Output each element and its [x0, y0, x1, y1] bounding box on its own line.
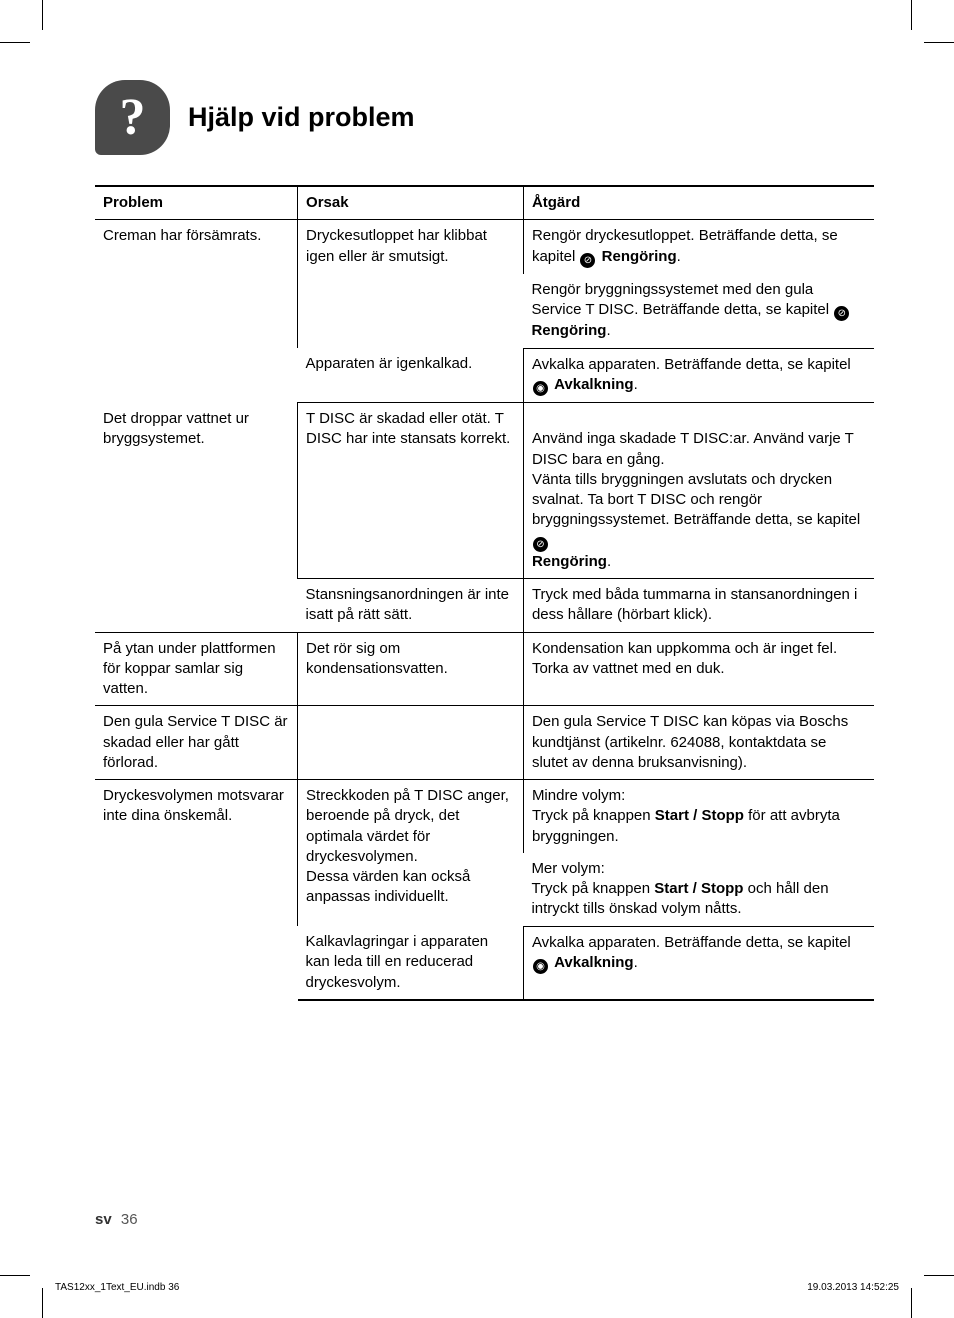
cell-action: Rengör dryckesutloppet. Beträffande dett… — [523, 220, 874, 274]
cell-cause: T DISC är skadad eller otät. T DISC har … — [298, 403, 524, 579]
cell-action: Rengör bryggningssystemet med den gula S… — [523, 274, 874, 348]
th-cause: Orsak — [298, 186, 524, 220]
cell-action: Kondensation kan uppkomma och är inget f… — [523, 632, 874, 706]
cell-action: Mer volym: Tryck på knappen Start / Stop… — [523, 853, 874, 926]
table-row: Dryckesvolymen motsvarar inte dina önske… — [95, 780, 874, 853]
table-row: Den gula Service T DISC är skadad eller … — [95, 706, 874, 780]
cell-cause: Dryckesutloppet har klibbat igen eller ä… — [298, 220, 524, 348]
question-icon: ? — [95, 80, 170, 155]
cell-action: Mindre volym: Tryck på knappen Start / S… — [523, 780, 874, 853]
cell-action: Avkalka apparaten. Beträffande detta, se… — [523, 926, 874, 1000]
descaling-icon: ◉ — [533, 959, 548, 974]
lang-code: sv — [95, 1211, 112, 1228]
table-row: På ytan under plattformen för koppar sam… — [95, 632, 874, 706]
cell-problem: På ytan under plattformen för koppar sam… — [95, 632, 298, 706]
cleaning-icon: ⊘ — [834, 306, 849, 321]
cell-cause — [298, 706, 524, 780]
cell-cause: Kalkavlagringar i apparaten kan leda til… — [298, 926, 524, 1000]
table-row: Creman har försämrats. Dryckesutloppet h… — [95, 220, 874, 274]
table-header-row: Problem Orsak Åtgärd — [95, 186, 874, 220]
cell-problem: Den gula Service T DISC är skadad eller … — [95, 706, 298, 780]
cell-cause: Stansningsanordningen är inte isatt på r… — [298, 579, 524, 633]
cell-action: Den gula Service T DISC kan köpas via Bo… — [523, 706, 874, 780]
table-row: Det droppar vattnet ur bryggsystemet. T … — [95, 403, 874, 579]
cell-action: Avkalka apparaten. Beträffande detta, se… — [523, 348, 874, 403]
cell-problem: Dryckesvolymen motsvarar inte dina önske… — [95, 780, 298, 1000]
cell-cause: Det rör sig om kondensationsvatten. — [298, 632, 524, 706]
cell-problem: Det droppar vattnet ur bryggsystemet. — [95, 403, 298, 633]
print-timestamp: 19.03.2013 14:52:25 — [807, 1282, 899, 1293]
page-content: ? Hjälp vid problem Problem Orsak Åtgärd… — [0, 0, 954, 1318]
page-number: 36 — [121, 1211, 138, 1228]
cleaning-icon: ⊘ — [580, 253, 595, 268]
section-header: ? Hjälp vid problem — [95, 80, 874, 155]
descaling-icon: ◉ — [533, 381, 548, 396]
troubleshoot-table: Problem Orsak Åtgärd Creman har försämra… — [95, 185, 874, 1001]
th-problem: Problem — [95, 186, 298, 220]
cell-action: Använd inga skadade T DISC:ar. Använd va… — [523, 403, 874, 579]
print-metadata: TAS12xx_1Text_EU.indb 36 19.03.2013 14:5… — [55, 1282, 899, 1293]
section-title: Hjälp vid problem — [188, 102, 415, 133]
cell-problem: Creman har försämrats. — [95, 220, 298, 403]
cell-action: Tryck med båda tummarna in stansanordnin… — [523, 579, 874, 633]
cleaning-icon: ⊘ — [533, 537, 548, 552]
th-action: Åtgärd — [523, 186, 874, 220]
cell-cause: Apparaten är igenkalkad. — [298, 348, 524, 403]
print-file: TAS12xx_1Text_EU.indb 36 — [55, 1282, 179, 1293]
page-footer: sv 36 — [95, 1211, 138, 1228]
cell-cause: Streckkoden på T DISC anger, beroende på… — [298, 780, 524, 927]
